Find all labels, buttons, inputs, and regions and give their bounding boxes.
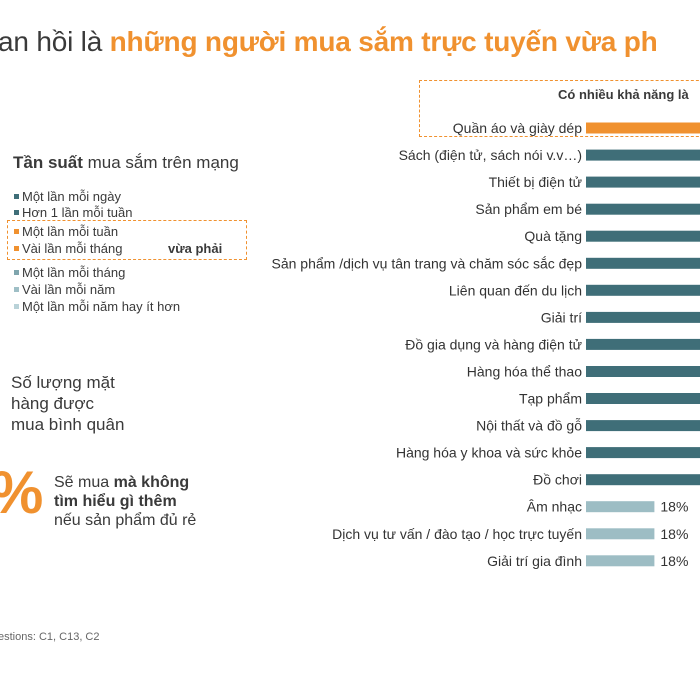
quantity-text: Số lượng mặt hàng được mua bình quân	[11, 372, 124, 435]
title-prefix: an hồi là	[0, 26, 110, 57]
moderate-label: vừa phải	[168, 241, 223, 256]
legend-swatch	[14, 270, 19, 275]
impulse-line-3: nếu sản phẩm đủ rẻ	[54, 512, 197, 529]
category-label: Quần áo và giày dép	[453, 120, 582, 136]
title-accent: những người mua sắm trực tuyến vừa ph	[109, 26, 658, 57]
bar	[586, 447, 700, 459]
quantity-line: mua bình quân	[11, 415, 125, 434]
legend-item: Một lần mỗi tháng	[14, 265, 125, 280]
data-label: 18%	[660, 526, 688, 542]
bar	[586, 366, 700, 377]
moderate-highlight-box	[7, 220, 247, 260]
impulse-line1-bold: mà không	[113, 474, 190, 491]
category-label: Sản phẩm /dịch vụ tân trang và chăm sóc …	[271, 255, 582, 271]
likely-highlight-box	[419, 80, 700, 137]
category-label: Quà tặng	[524, 228, 582, 244]
category-label: Tạp phẩm	[519, 391, 582, 407]
legend-item: Vài lần mỗi tháng	[14, 241, 122, 256]
category-label: Sách (điện tử, sách nói v.v…)	[399, 147, 582, 163]
legend-item: Một lần mỗi tuần	[14, 224, 118, 239]
impulse-line2-bold: tìm hiểu gì thêm	[54, 493, 177, 510]
bar	[586, 122, 700, 134]
bar	[586, 284, 700, 296]
legend-label: Một lần mỗi năm hay ít hơn	[22, 299, 181, 314]
bar	[586, 501, 655, 513]
impulse-text: Sẽ mua mà không tìm hiểu gì thêm nếu sản…	[54, 473, 196, 530]
impulse-line-1: Sẽ mua mà không	[54, 473, 196, 492]
legend-label: Vài lần mỗi năm	[22, 282, 116, 297]
category-label: Nội thất và đồ gỗ	[476, 418, 582, 434]
bar	[586, 474, 700, 486]
bar	[586, 393, 700, 404]
category-label: Giải trí gia đình	[487, 553, 582, 569]
bar	[586, 176, 700, 188]
category-label: Dịch vụ tư vấn / đào tạo / học trực tuyế…	[332, 526, 582, 542]
data-label: 18%	[660, 499, 688, 515]
category-label: Liên quan đến du lịch	[449, 282, 582, 298]
bar	[586, 338, 700, 350]
category-label: Thiết bị điện tử	[489, 174, 582, 190]
bar	[586, 257, 700, 269]
legend-label: Một lần mỗi tháng	[22, 265, 126, 280]
bar	[586, 230, 700, 242]
legend-swatch	[14, 210, 19, 215]
legend-swatch	[14, 229, 19, 234]
category-label: Sản phẩm em bé	[475, 201, 582, 217]
category-label: Đồ gia dụng và hàng điện tử	[405, 336, 582, 352]
legend-label: Hơn 1 lần mỗi tuần	[22, 205, 133, 220]
bar	[586, 555, 655, 567]
chart-header: Có nhiều khả năng là	[558, 87, 689, 102]
category-label: Đồ chơi	[533, 472, 582, 488]
legend-item: Một lần mỗi năm hay ít hơn	[14, 299, 180, 314]
impulse-line-2: tìm hiểu gì thêm	[54, 492, 196, 511]
legend-item: Vài lần mỗi năm	[14, 282, 115, 297]
category-label: Giải trí	[541, 309, 582, 325]
category-label: Âm nhạc	[527, 499, 582, 515]
category-label: Hàng hóa y khoa và sức khỏe	[396, 445, 582, 461]
legend-swatch	[14, 194, 19, 199]
bar	[586, 311, 700, 323]
bar	[586, 528, 655, 540]
frequency-title-bold: Tần suất	[13, 153, 83, 172]
footnote: estions: C1, C13, C2	[0, 631, 100, 643]
page-title: an hồi là những người mua sắm trực tuyến…	[0, 26, 658, 58]
frequency-title: Tần suất mua sắm trên mạng	[13, 153, 239, 173]
data-label: 18%	[660, 553, 688, 569]
legend-item: Một lần mỗi ngày	[14, 189, 121, 204]
category-label: Hàng hóa thể thao	[467, 364, 582, 380]
legend-swatch	[14, 287, 19, 292]
impulse-line1-pre: Sẽ mua	[54, 474, 114, 491]
legend-label: Một lần mỗi tuần	[22, 224, 119, 239]
quantity-line: Số lượng mặt	[11, 373, 115, 392]
bar	[586, 420, 700, 432]
frequency-title-rest: mua sắm trên mạng	[82, 153, 239, 172]
legend-label: Một lần mỗi ngày	[22, 189, 121, 204]
legend-swatch	[14, 304, 19, 309]
legend-item: Hơn 1 lần mỗi tuần	[14, 205, 132, 220]
legend-label: Vài lần mỗi tháng	[22, 241, 123, 256]
legend-swatch	[14, 246, 19, 251]
bar	[586, 149, 700, 161]
bar	[586, 203, 700, 215]
quantity-line: hàng được	[11, 394, 95, 413]
impulse-percent: %	[0, 463, 43, 523]
